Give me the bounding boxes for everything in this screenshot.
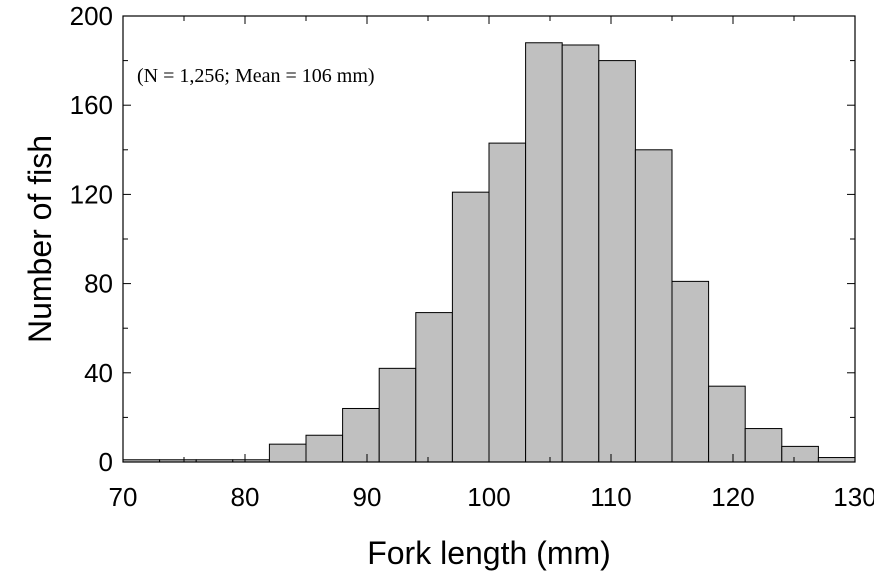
y-tick-label: 120	[70, 179, 113, 209]
x-tick-label: 90	[353, 482, 382, 512]
histogram-bar	[451, 191, 490, 463]
histogram-bar	[415, 312, 453, 463]
x-tick-label: 110	[590, 482, 631, 512]
histogram-bar	[342, 407, 380, 463]
bars-group	[122, 42, 856, 463]
histogram-bar	[268, 443, 307, 463]
x-tick-label: 70	[109, 482, 138, 512]
histogram-bar	[525, 42, 563, 463]
histogram-bar	[781, 445, 819, 463]
x-tick-label: 100	[467, 482, 510, 512]
histogram-bar	[378, 367, 417, 463]
histogram-bar	[598, 60, 636, 463]
x-axis-title: Fork length (mm)	[367, 535, 611, 571]
histogram-bar	[671, 280, 710, 463]
histogram-bar	[744, 428, 783, 463]
x-tick-label: 120	[711, 482, 754, 512]
histogram-bar	[708, 385, 746, 463]
y-tick-label: 80	[84, 269, 113, 299]
x-tick-label: 80	[231, 482, 260, 512]
y-tick-label: 0	[99, 447, 113, 477]
histogram-bar	[488, 142, 527, 463]
y-axis-title: Number of fish	[22, 135, 58, 343]
tick-labels-group: 70 80 90 100 110 120 130 0 40 80 120 160 200	[70, 1, 874, 512]
x-tick-label: 130	[833, 482, 874, 512]
histogram-bar	[305, 434, 344, 463]
y-tick-label: 40	[84, 358, 113, 388]
annotation-text: (N = 1,256; Mean = 106 mm)	[137, 65, 375, 87]
y-tick-label: 200	[70, 1, 113, 31]
histogram-bar	[561, 44, 600, 463]
histogram-bar	[817, 457, 856, 463]
plot-frame	[122, 15, 856, 463]
histogram-bar	[634, 149, 673, 463]
y-tick-label: 160	[70, 90, 113, 120]
